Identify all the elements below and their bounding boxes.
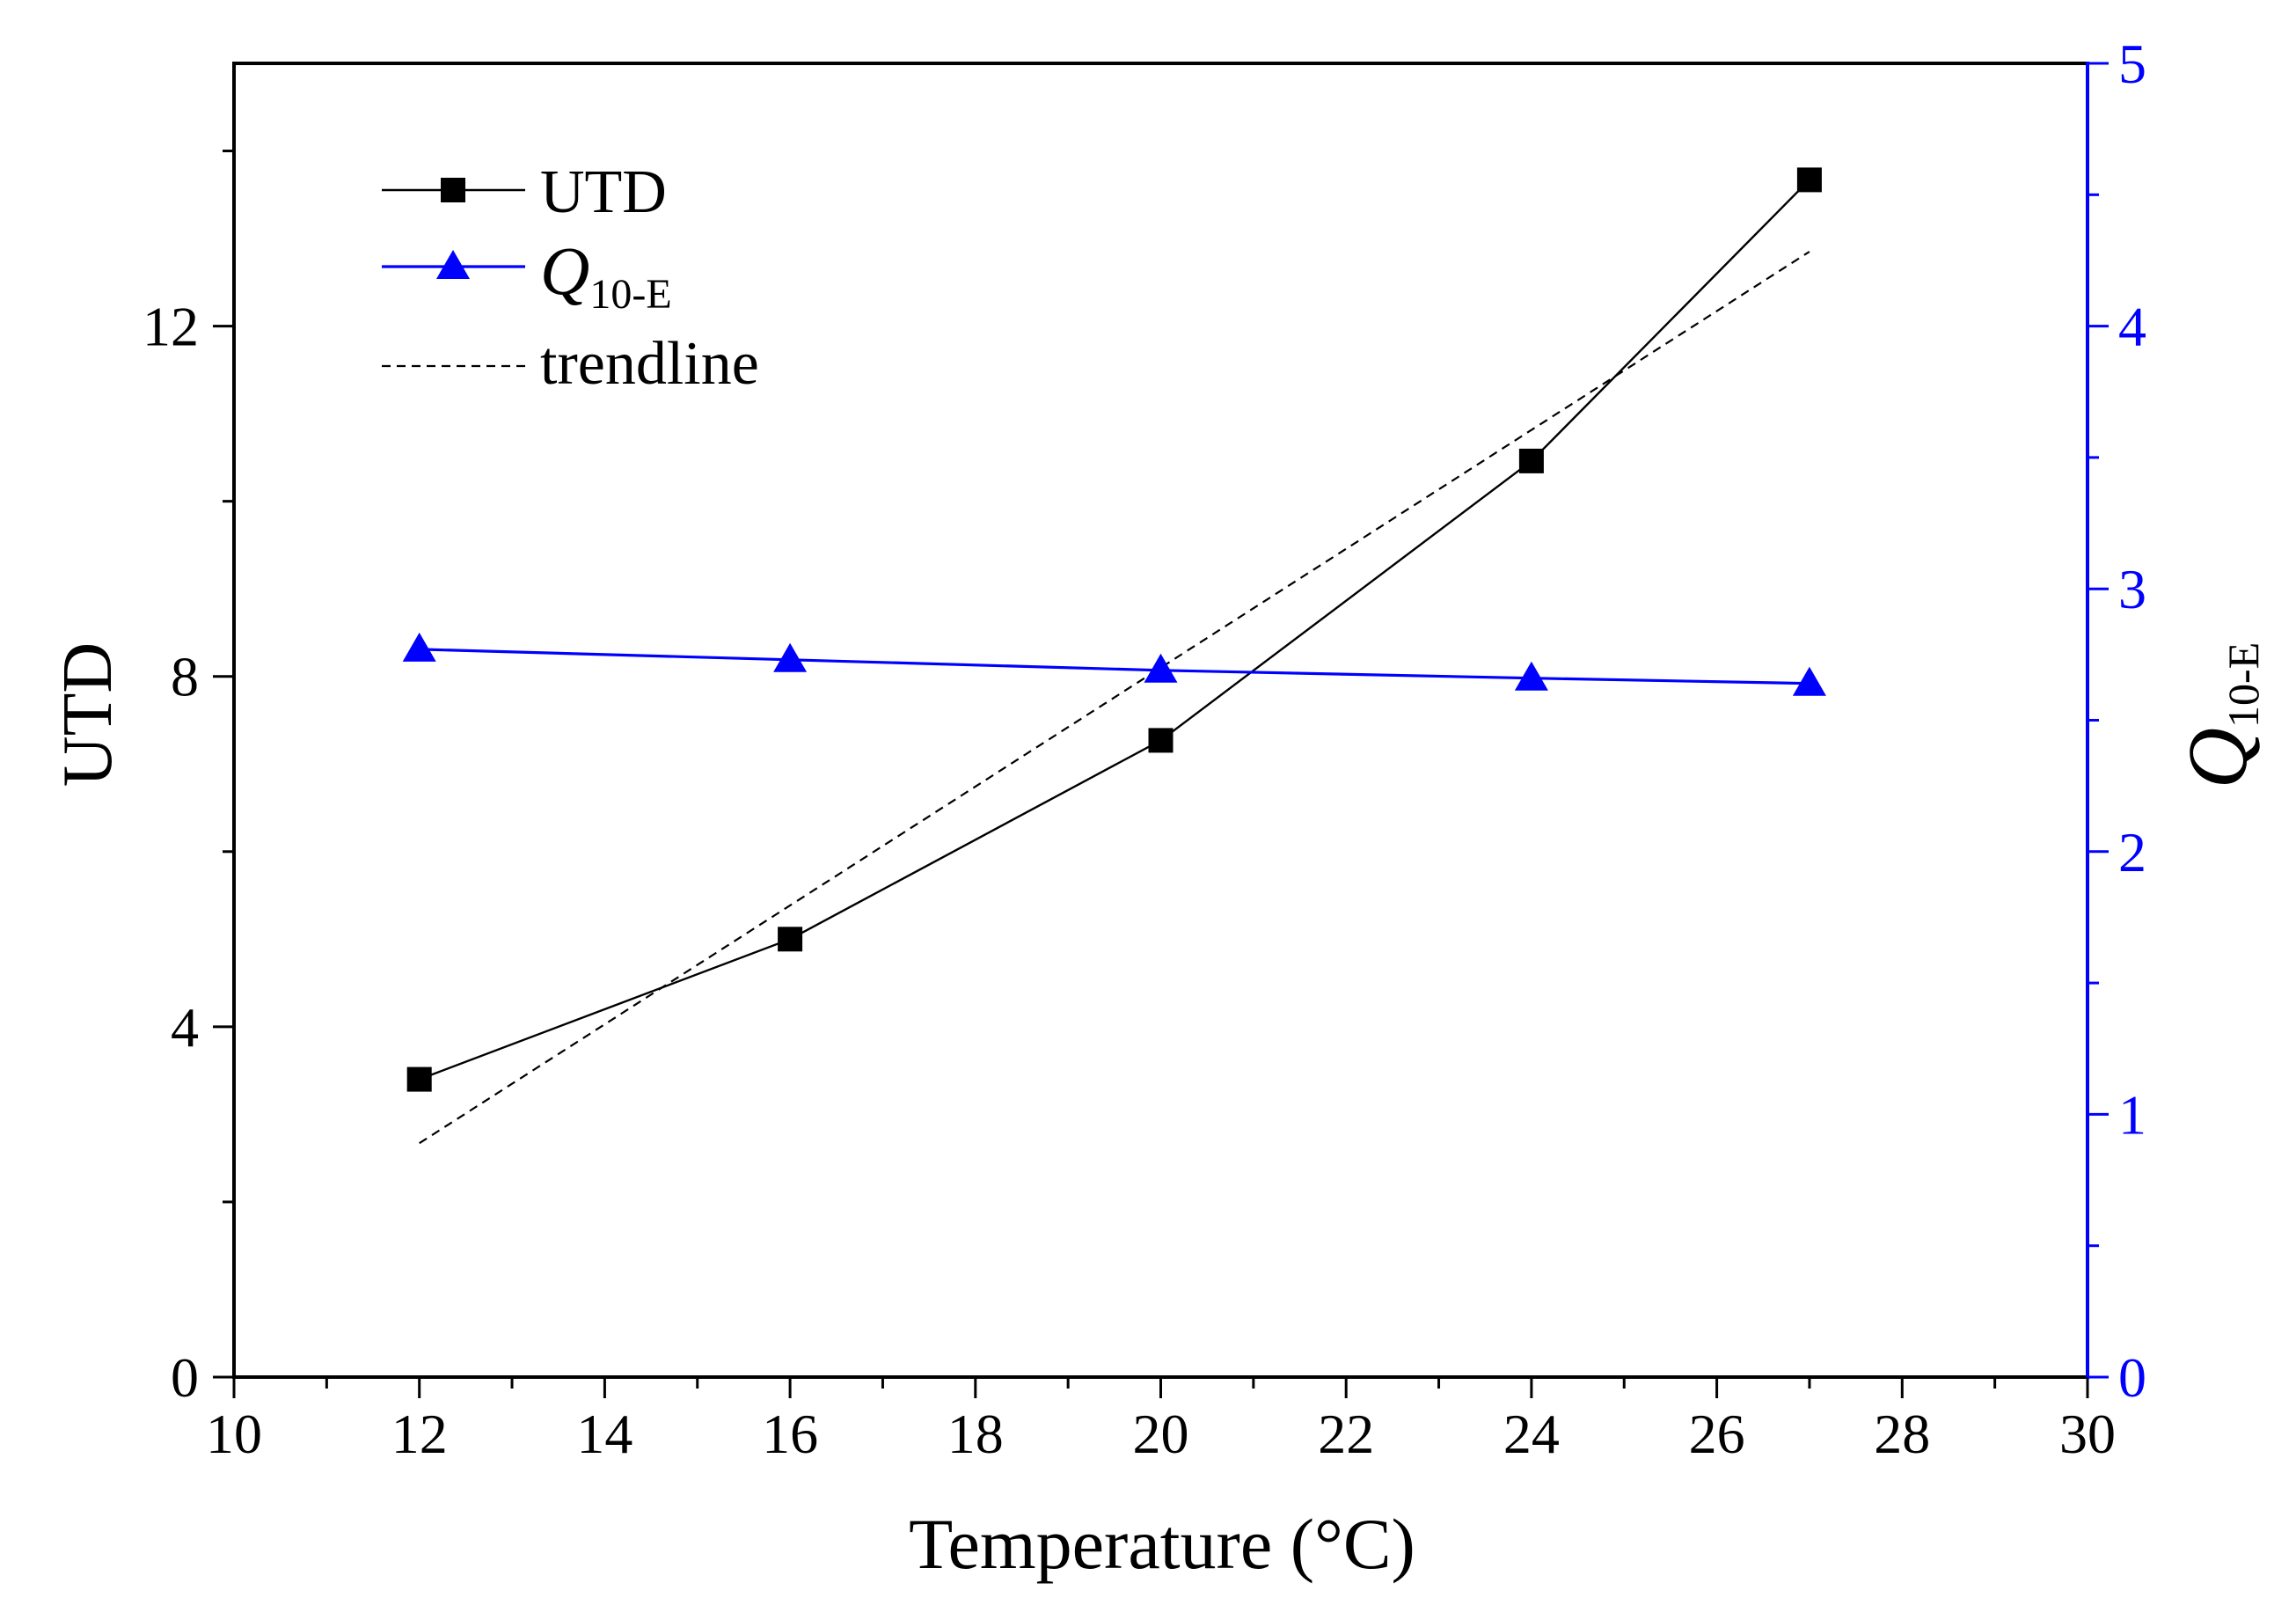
q10e-point: [1144, 653, 1178, 683]
legend-trendline-label: trendline: [540, 330, 759, 398]
x-tick-label: 30: [2059, 1403, 2116, 1465]
y2-axis-title: Q10-E: [2170, 642, 2268, 789]
y2-tick-label: 2: [2118, 821, 2146, 883]
q10e-point: [402, 632, 436, 662]
y2-tick-label: 1: [2118, 1083, 2146, 1146]
utd-point: [1518, 448, 1544, 473]
x-tick-label: 28: [1874, 1403, 1930, 1465]
plot-frame: [232, 62, 2089, 1379]
y-tick-label: 8: [171, 646, 199, 708]
y-tick-label: 0: [171, 1346, 199, 1409]
legend-q10e-label: Q10-E: [540, 232, 672, 318]
y-tick-label: 4: [171, 996, 199, 1059]
legend-utd-label: UTD: [540, 158, 667, 226]
y2-axis-title-main: Q: [2170, 728, 2264, 788]
q10e-point: [1792, 666, 1826, 696]
x-tick-label: 24: [1503, 1403, 1560, 1465]
x-tick-label: 26: [1689, 1403, 1745, 1465]
x-tick-label: 18: [947, 1403, 1004, 1465]
trendline-series-line: [419, 251, 1810, 1145]
x-tick-label: 10: [206, 1403, 262, 1465]
x-tick-label: 14: [576, 1403, 632, 1465]
q10e-point: [1514, 661, 1548, 691]
y2-tick-label: 0: [2118, 1346, 2146, 1409]
legend-swatches: [382, 178, 525, 368]
x-tick-label: 12: [391, 1403, 448, 1465]
y2-tick-label: 4: [2118, 296, 2146, 358]
utd-point: [406, 1066, 432, 1092]
x-axis-title: Temperature (°C): [909, 1504, 1415, 1584]
series-markers: [402, 167, 1826, 1092]
y2-axis-title-sub: 10-E: [2219, 642, 2268, 728]
x-tick-label: 16: [762, 1403, 818, 1465]
y-tick-label: 12: [143, 296, 199, 358]
x-tick-label: 20: [1133, 1403, 1189, 1465]
legend: UTD Q10-E trendline: [382, 158, 759, 398]
legend-q10e-label-sub: 10-E: [589, 271, 671, 318]
x-tick-label: 22: [1318, 1403, 1374, 1465]
utd-point: [1148, 728, 1174, 753]
y-axis-title: UTD: [49, 642, 127, 787]
y2-tick-label: 5: [2118, 33, 2146, 95]
q10e-point: [773, 642, 808, 672]
legend-q10e-marker: [436, 250, 470, 279]
legend-utd-marker: [441, 178, 465, 202]
legend-q10e-label-main: Q: [540, 232, 589, 309]
y2-tick-label: 3: [2118, 558, 2146, 620]
utd-point: [1796, 167, 1822, 193]
utd-point: [778, 927, 803, 952]
